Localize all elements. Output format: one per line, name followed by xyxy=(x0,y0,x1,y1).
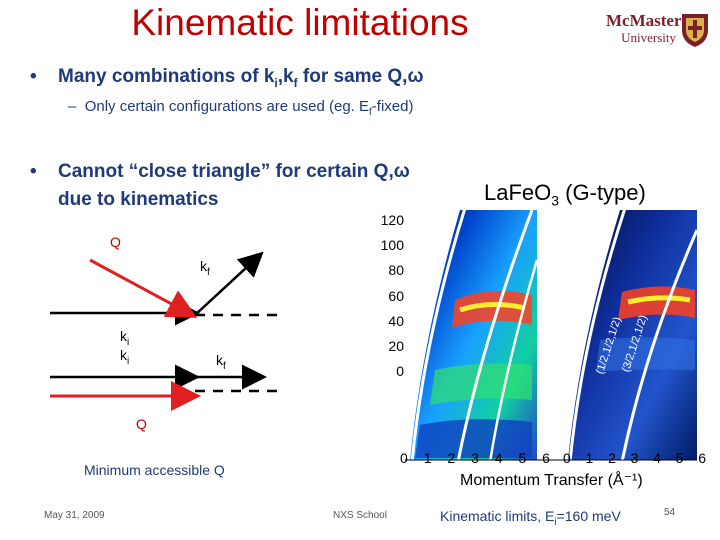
x-tick: 1 xyxy=(423,450,432,466)
x-tick: 0 xyxy=(563,450,571,466)
x-tick: 6 xyxy=(698,450,706,466)
x-tick: 1 xyxy=(585,450,594,466)
ki-label-b: ki xyxy=(120,347,130,367)
x-tick: 4 xyxy=(653,450,661,466)
sub-bullet: – Only certain configurations are used (… xyxy=(68,98,414,118)
panel-e-label: e xyxy=(424,226,435,246)
ki-label-a: ki xyxy=(120,328,130,348)
kinematic-limits-caption: Kinematic limits, Ei=160 meV xyxy=(440,508,621,528)
y-tick: 120 xyxy=(380,212,404,228)
x-axis-ticks-left: 0 1 2 3 4 5 6 xyxy=(400,450,550,466)
q-label-top: Q xyxy=(110,234,121,250)
logo-line-1: McMaster xyxy=(606,11,682,30)
panel-f xyxy=(565,207,699,463)
x-tick: 2 xyxy=(447,450,456,466)
footer-date: May 31, 2009 xyxy=(44,510,105,521)
panel-e xyxy=(405,207,539,463)
kinematics-diagram xyxy=(50,251,285,411)
x-tick: 3 xyxy=(471,450,479,466)
figure-title: LaFeO3 (G-type) xyxy=(484,180,646,209)
footer-school: NXS School xyxy=(333,510,387,521)
y-tick: 40 xyxy=(388,312,404,329)
x-tick: 6 xyxy=(542,450,550,466)
x-tick: 2 xyxy=(608,450,616,466)
university-logo: McMaster University xyxy=(606,11,682,45)
x-tick: 0 xyxy=(400,450,408,466)
bullet-1: • Many combinations of ki,kf for same Q,ω xyxy=(30,66,424,90)
bullet-2: • Cannot “close triangle” for certain Q,ω… xyxy=(30,161,410,210)
q-arrow-top xyxy=(89,258,198,318)
diagram-caption: Minimum accessible Q xyxy=(84,462,225,478)
logo-line-2: University xyxy=(621,30,676,45)
slide-title: Kinematic limitations xyxy=(131,2,469,43)
x-tick: 5 xyxy=(675,450,684,466)
q-label-bottom: Q xyxy=(136,416,147,432)
kf-label-bottom: kf xyxy=(216,352,226,372)
y-tick: 80 xyxy=(388,262,404,279)
x-axis-ticks-right: 0 1 2 3 4 5 6 xyxy=(563,450,706,466)
y-tick: 60 xyxy=(388,287,404,304)
y-tick: 20 xyxy=(388,338,404,355)
panel-f-label: f xyxy=(582,222,588,242)
x-tick: 5 xyxy=(518,450,527,466)
x-axis-label: Momentum Transfer (Å⁻¹) xyxy=(460,472,643,489)
x-tick: 4 xyxy=(494,450,503,466)
kf-arrow-top xyxy=(194,251,264,316)
kf-label-top: kf xyxy=(200,258,210,278)
neutron-scattering-figure xyxy=(405,207,699,463)
x-tick: 3 xyxy=(630,450,639,466)
y-axis-ticks: 120 100 80 60 40 20 0 xyxy=(364,208,404,384)
y-tick: 0 xyxy=(396,363,404,380)
slide-number: 54 xyxy=(664,507,676,518)
y-tick: 100 xyxy=(380,237,404,254)
mcmaster-crest-icon xyxy=(682,14,708,47)
